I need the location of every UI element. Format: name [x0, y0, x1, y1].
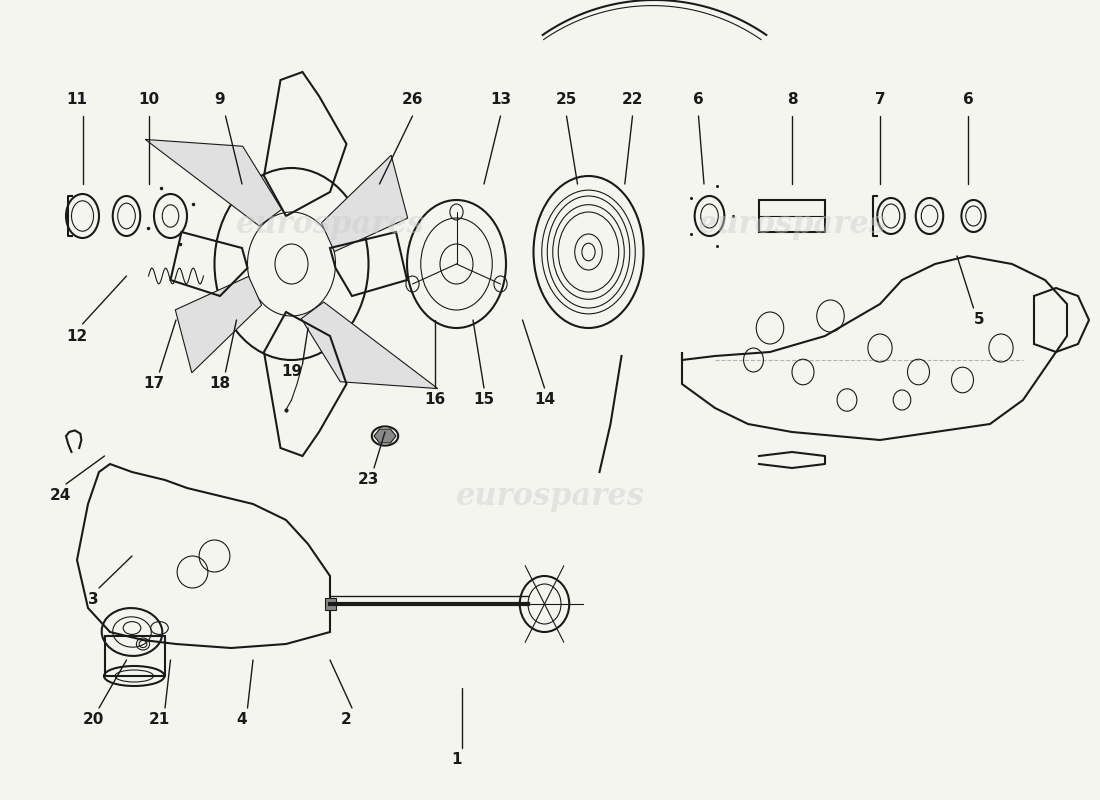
Text: 3: 3	[88, 593, 99, 607]
Text: eurospares: eurospares	[697, 209, 887, 239]
Bar	[104, 636, 165, 676]
Text: 13: 13	[490, 93, 512, 107]
Text: 22: 22	[621, 93, 643, 107]
Text: 19: 19	[280, 365, 302, 379]
Text: 7: 7	[874, 93, 886, 107]
Text: 26: 26	[402, 93, 424, 107]
Polygon shape	[374, 429, 396, 443]
Text: 16: 16	[424, 393, 446, 407]
Text: 15: 15	[473, 393, 495, 407]
Text: 10: 10	[138, 93, 160, 107]
Text: 21: 21	[148, 713, 170, 727]
Text: 25: 25	[556, 93, 578, 107]
Text: 6: 6	[693, 93, 704, 107]
Text: 23: 23	[358, 473, 379, 487]
Polygon shape	[145, 139, 282, 226]
Text: 18: 18	[209, 377, 231, 391]
Text: 20: 20	[82, 713, 104, 727]
Text: 4: 4	[236, 713, 248, 727]
Text: 17: 17	[143, 377, 165, 391]
Polygon shape	[175, 277, 262, 373]
Polygon shape	[321, 155, 408, 251]
Polygon shape	[301, 302, 438, 389]
Text: 5: 5	[974, 313, 984, 327]
Text: 9: 9	[214, 93, 225, 107]
Text: 6: 6	[962, 93, 974, 107]
Text: 2: 2	[341, 713, 352, 727]
Text: 8: 8	[786, 93, 798, 107]
Text: 1: 1	[451, 753, 462, 767]
Text: 11: 11	[66, 93, 88, 107]
Bar	[759, 200, 825, 232]
Bar	[324, 598, 336, 610]
Text: 14: 14	[534, 393, 556, 407]
Text: eurospares: eurospares	[235, 209, 425, 239]
Text: eurospares: eurospares	[455, 481, 645, 511]
Text: 24: 24	[50, 489, 72, 503]
Text: 12: 12	[66, 329, 88, 343]
